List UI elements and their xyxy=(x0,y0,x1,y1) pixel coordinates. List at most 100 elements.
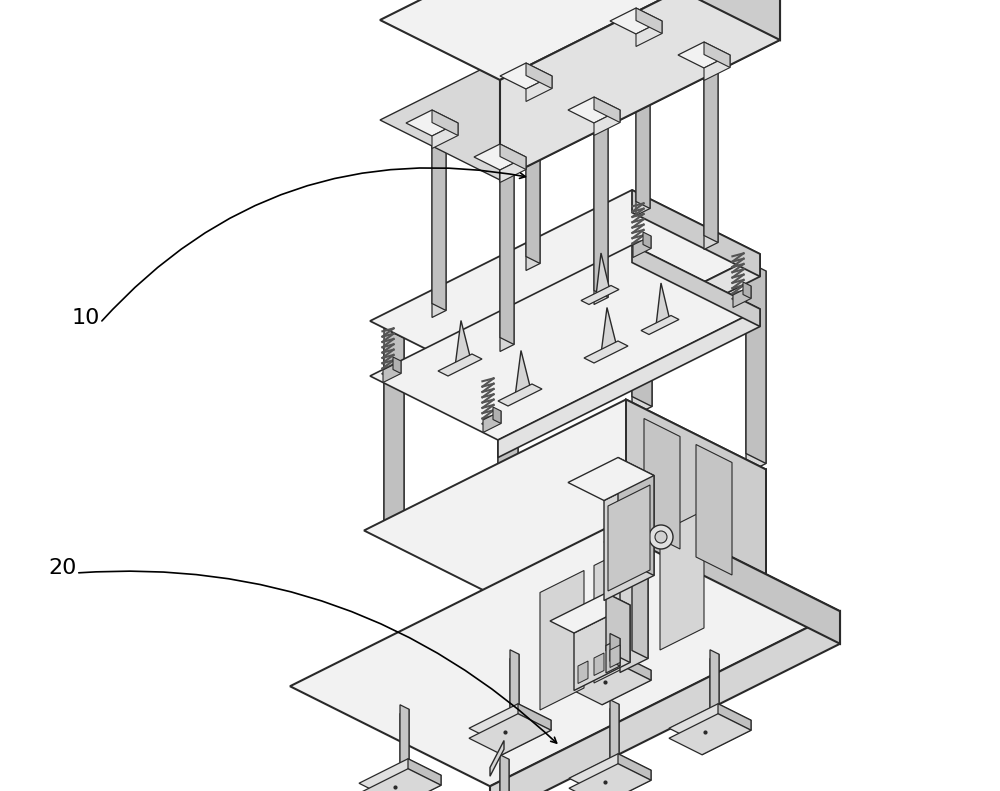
Polygon shape xyxy=(486,150,514,164)
Polygon shape xyxy=(690,48,718,62)
Polygon shape xyxy=(636,21,662,47)
Polygon shape xyxy=(610,700,619,774)
Polygon shape xyxy=(574,605,630,691)
Polygon shape xyxy=(618,653,651,680)
Text: 20: 20 xyxy=(48,558,76,578)
Polygon shape xyxy=(632,214,652,417)
Polygon shape xyxy=(704,48,718,243)
Polygon shape xyxy=(602,670,651,705)
Polygon shape xyxy=(568,457,654,501)
Polygon shape xyxy=(678,42,730,68)
Polygon shape xyxy=(636,21,650,215)
Polygon shape xyxy=(432,116,446,311)
Polygon shape xyxy=(569,764,651,791)
Polygon shape xyxy=(594,103,608,297)
Polygon shape xyxy=(594,653,604,676)
Polygon shape xyxy=(418,116,446,130)
Polygon shape xyxy=(380,0,780,180)
Polygon shape xyxy=(540,570,584,710)
Polygon shape xyxy=(370,190,760,385)
Polygon shape xyxy=(359,769,441,791)
Polygon shape xyxy=(641,316,679,335)
Polygon shape xyxy=(746,271,766,474)
Polygon shape xyxy=(580,103,608,117)
Polygon shape xyxy=(594,543,638,683)
Polygon shape xyxy=(594,110,620,135)
Polygon shape xyxy=(643,232,651,248)
Polygon shape xyxy=(438,354,482,376)
Polygon shape xyxy=(500,63,552,89)
Polygon shape xyxy=(510,654,519,729)
Polygon shape xyxy=(500,759,509,791)
Polygon shape xyxy=(602,770,651,791)
Polygon shape xyxy=(626,399,766,607)
Polygon shape xyxy=(594,110,608,305)
Polygon shape xyxy=(704,42,730,67)
Polygon shape xyxy=(610,645,620,668)
Polygon shape xyxy=(620,536,648,672)
Polygon shape xyxy=(610,634,620,666)
Polygon shape xyxy=(636,14,650,209)
Polygon shape xyxy=(474,144,526,170)
Polygon shape xyxy=(518,704,551,730)
Polygon shape xyxy=(400,710,409,784)
Polygon shape xyxy=(704,55,730,81)
Polygon shape xyxy=(604,475,654,600)
Polygon shape xyxy=(656,283,670,331)
Polygon shape xyxy=(384,328,404,531)
Polygon shape xyxy=(526,76,540,271)
Polygon shape xyxy=(578,661,588,683)
Polygon shape xyxy=(569,664,651,705)
Polygon shape xyxy=(600,308,618,358)
Polygon shape xyxy=(584,341,628,363)
Polygon shape xyxy=(432,123,458,149)
Polygon shape xyxy=(640,513,820,611)
Polygon shape xyxy=(364,399,766,600)
Polygon shape xyxy=(392,775,441,791)
Polygon shape xyxy=(483,411,501,433)
Polygon shape xyxy=(704,55,718,249)
Polygon shape xyxy=(594,97,620,123)
Polygon shape xyxy=(500,0,780,180)
Polygon shape xyxy=(733,286,751,308)
Polygon shape xyxy=(618,457,654,576)
Polygon shape xyxy=(550,593,630,633)
Polygon shape xyxy=(493,407,501,423)
Circle shape xyxy=(649,525,673,549)
Polygon shape xyxy=(498,385,518,588)
Circle shape xyxy=(655,531,667,543)
Polygon shape xyxy=(500,157,514,351)
Polygon shape xyxy=(512,69,540,83)
Polygon shape xyxy=(384,338,404,540)
Polygon shape xyxy=(568,97,620,123)
Polygon shape xyxy=(669,713,751,755)
Polygon shape xyxy=(610,8,662,34)
Polygon shape xyxy=(632,245,760,327)
Polygon shape xyxy=(469,713,551,755)
Polygon shape xyxy=(526,76,552,101)
Polygon shape xyxy=(743,282,751,298)
Polygon shape xyxy=(618,754,651,780)
Polygon shape xyxy=(393,357,401,373)
Polygon shape xyxy=(383,361,401,383)
Polygon shape xyxy=(710,654,719,729)
Polygon shape xyxy=(660,510,704,650)
Polygon shape xyxy=(636,8,662,33)
Polygon shape xyxy=(498,384,542,406)
Polygon shape xyxy=(498,254,760,407)
Polygon shape xyxy=(500,150,514,345)
Polygon shape xyxy=(702,721,751,755)
Polygon shape xyxy=(581,286,619,305)
Polygon shape xyxy=(380,0,780,80)
Polygon shape xyxy=(514,350,532,401)
Polygon shape xyxy=(502,721,551,755)
Polygon shape xyxy=(500,157,526,183)
Polygon shape xyxy=(710,649,719,725)
Polygon shape xyxy=(310,513,820,767)
Polygon shape xyxy=(490,740,504,776)
Polygon shape xyxy=(432,123,446,317)
Polygon shape xyxy=(359,759,441,791)
Polygon shape xyxy=(500,144,526,169)
Polygon shape xyxy=(632,190,760,277)
Polygon shape xyxy=(569,653,651,694)
